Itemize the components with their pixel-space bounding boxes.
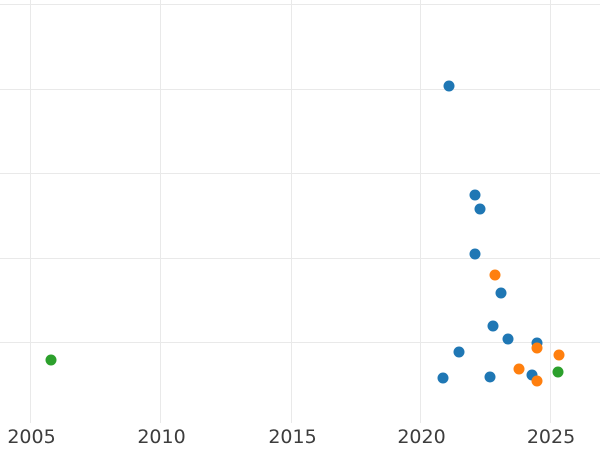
- data-point-orange: [489, 269, 501, 280]
- horizontal-gridline: [0, 3, 600, 5]
- horizontal-gridline: [0, 341, 600, 343]
- horizontal-gridline: [0, 88, 600, 90]
- data-point-blue: [437, 372, 449, 383]
- x-axis-tick-label: 2015: [268, 426, 317, 448]
- vertical-gridline: [30, 0, 31, 423]
- data-point-blue: [469, 189, 481, 201]
- data-point-green: [552, 366, 564, 378]
- data-point-blue: [443, 80, 455, 91]
- x-axis-tick-label: 2020: [397, 426, 446, 448]
- vertical-gridline: [420, 0, 421, 423]
- vertical-gridline: [160, 0, 161, 423]
- data-point-blue: [484, 371, 496, 383]
- data-point-orange: [531, 375, 543, 386]
- data-point-orange: [531, 342, 543, 353]
- data-point-orange: [513, 363, 525, 374]
- data-point-blue: [469, 248, 481, 259]
- data-point-blue: [526, 369, 538, 380]
- data-point-green: [45, 354, 57, 366]
- data-point-blue: [474, 203, 486, 214]
- vertical-gridline: [549, 0, 551, 423]
- data-point-blue: [453, 346, 465, 357]
- data-point-orange: [553, 349, 565, 360]
- horizontal-gridline: [0, 257, 600, 259]
- x-axis-tick-label: 2005: [7, 426, 56, 448]
- x-axis-tick-label: 2025: [526, 426, 576, 448]
- x-axis-tick-label: 2010: [137, 426, 186, 448]
- vertical-gridline: [291, 0, 292, 423]
- data-point-blue: [487, 320, 499, 331]
- data-point-blue: [495, 287, 507, 298]
- horizontal-gridline: [0, 173, 600, 174]
- data-point-blue: [502, 333, 514, 345]
